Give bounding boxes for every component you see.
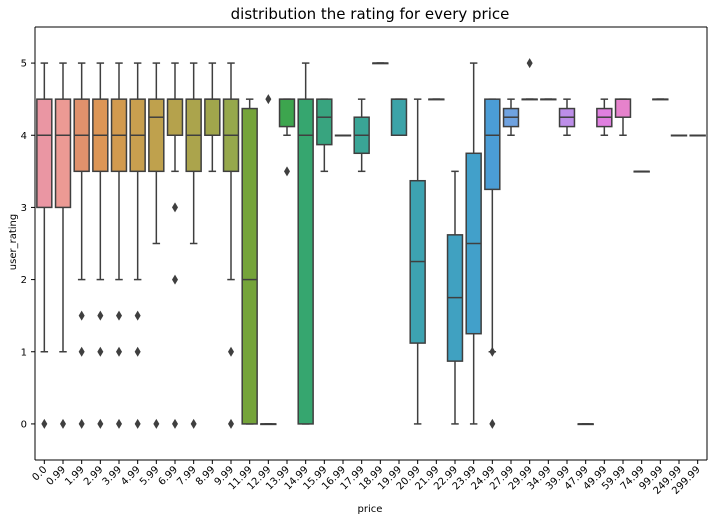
outlier-point (489, 346, 496, 357)
outlier-point (97, 310, 104, 321)
outlier-point (284, 166, 290, 177)
outlier-point (41, 418, 48, 429)
outlier-point (78, 418, 85, 429)
outlier-point (228, 346, 234, 357)
x-tick-label: 7.99 (175, 464, 199, 488)
x-tick-label: 6.99 (157, 464, 181, 488)
outlier-point (134, 346, 141, 357)
y-tick-label: 2 (21, 275, 27, 286)
outlier-point (228, 418, 234, 429)
outlier-point (78, 346, 85, 357)
box (166, 98, 184, 136)
box (241, 107, 258, 425)
outlier-point (116, 418, 122, 429)
box (36, 98, 53, 209)
outlier-point (172, 418, 178, 429)
x-tick-label: 5.99 (138, 464, 162, 488)
x-tick-label: 8.99 (194, 464, 218, 488)
box (278, 98, 296, 128)
box (316, 98, 333, 146)
outlier-point (134, 310, 141, 321)
y-axis-label: user_rating (8, 214, 19, 270)
box (297, 98, 314, 425)
y-tick-label: 3 (21, 203, 27, 214)
outlier-point (526, 58, 533, 69)
x-tick-label: 1.99 (63, 464, 87, 488)
x-tick-label: 0.99 (45, 464, 69, 488)
outlier-point (78, 310, 85, 321)
outlier-point (97, 346, 104, 357)
x-tick-label: 4.99 (119, 464, 143, 488)
outlier-point (489, 418, 496, 429)
box (484, 98, 501, 191)
outlier-point (60, 418, 66, 429)
x-tick-label: 2.99 (82, 464, 106, 488)
y-tick-label: 1 (21, 347, 27, 358)
outlier-point (190, 418, 197, 429)
y-tick-label: 0 (21, 419, 27, 430)
outlier-point (153, 418, 160, 429)
x-tick-label: 3.99 (101, 464, 125, 488)
outlier-point (265, 94, 272, 105)
chart-title: distribution the rating for every price (231, 5, 510, 23)
y-tick-label: 5 (21, 59, 27, 70)
x-axis-label: price (358, 504, 383, 515)
y-tick-label: 4 (21, 131, 27, 142)
box (204, 98, 221, 136)
box (614, 98, 632, 118)
outlier-point (134, 418, 141, 429)
outlier-point (116, 310, 122, 321)
plot-area: 0123450.00.991.992.993.994.995.996.997.9… (21, 26, 708, 497)
outlier-point (172, 274, 178, 285)
box (148, 98, 165, 173)
outlier-point (116, 346, 122, 357)
outlier-point (97, 418, 104, 429)
outlier-point (172, 202, 178, 213)
box (390, 98, 408, 136)
box (54, 98, 72, 209)
